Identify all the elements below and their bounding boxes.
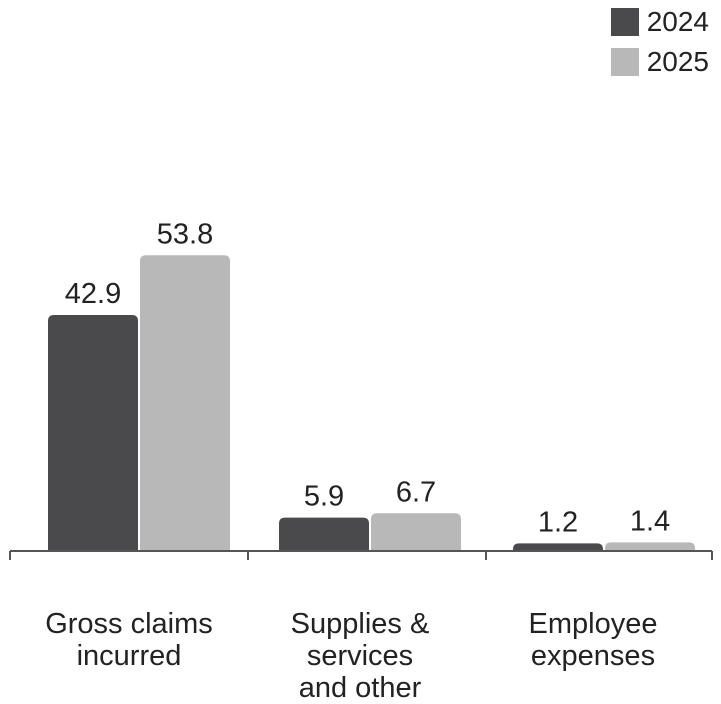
legend-item-2025: 2025 (610, 42, 709, 82)
category-label-supplies-services: Supplies & services and other (290, 608, 430, 704)
value-label-gross-claims-2025: 53.8 (157, 218, 213, 250)
legend-swatch-2025 (610, 48, 639, 76)
value-label-supplies-2025: 6.7 (396, 476, 436, 508)
bar-employee-2024 (513, 543, 603, 550)
legend-label-2025: 2025 (646, 46, 709, 77)
bar-supplies-2025 (371, 513, 461, 550)
bar-supplies-2024 (279, 517, 369, 550)
legend-label-2024: 2024 (646, 6, 709, 37)
value-label-employee-2024: 1.2 (538, 506, 578, 538)
legend-item-2024: 2024 (610, 2, 709, 42)
x-axis (9, 550, 713, 560)
value-labels-group: 42.9 5.9 1.2 53.8 6.7 1.4 (65, 218, 670, 538)
bar-employee-2025 (605, 542, 695, 550)
legend: 2024 2025 (610, 2, 709, 82)
bars-group (48, 255, 695, 550)
bar-gross-claims-2025 (140, 255, 230, 550)
category-label-gross-claims: Gross claims incurred (45, 608, 213, 672)
bar-gross-claims-2024 (48, 315, 138, 550)
value-label-supplies-2024: 5.9 (304, 481, 344, 513)
value-label-gross-claims-2024: 42.9 (65, 278, 121, 310)
category-label-employee-expenses: Employee expenses (528, 608, 658, 672)
value-label-employee-2025: 1.4 (630, 505, 670, 537)
legend-swatch-2024 (610, 8, 639, 36)
